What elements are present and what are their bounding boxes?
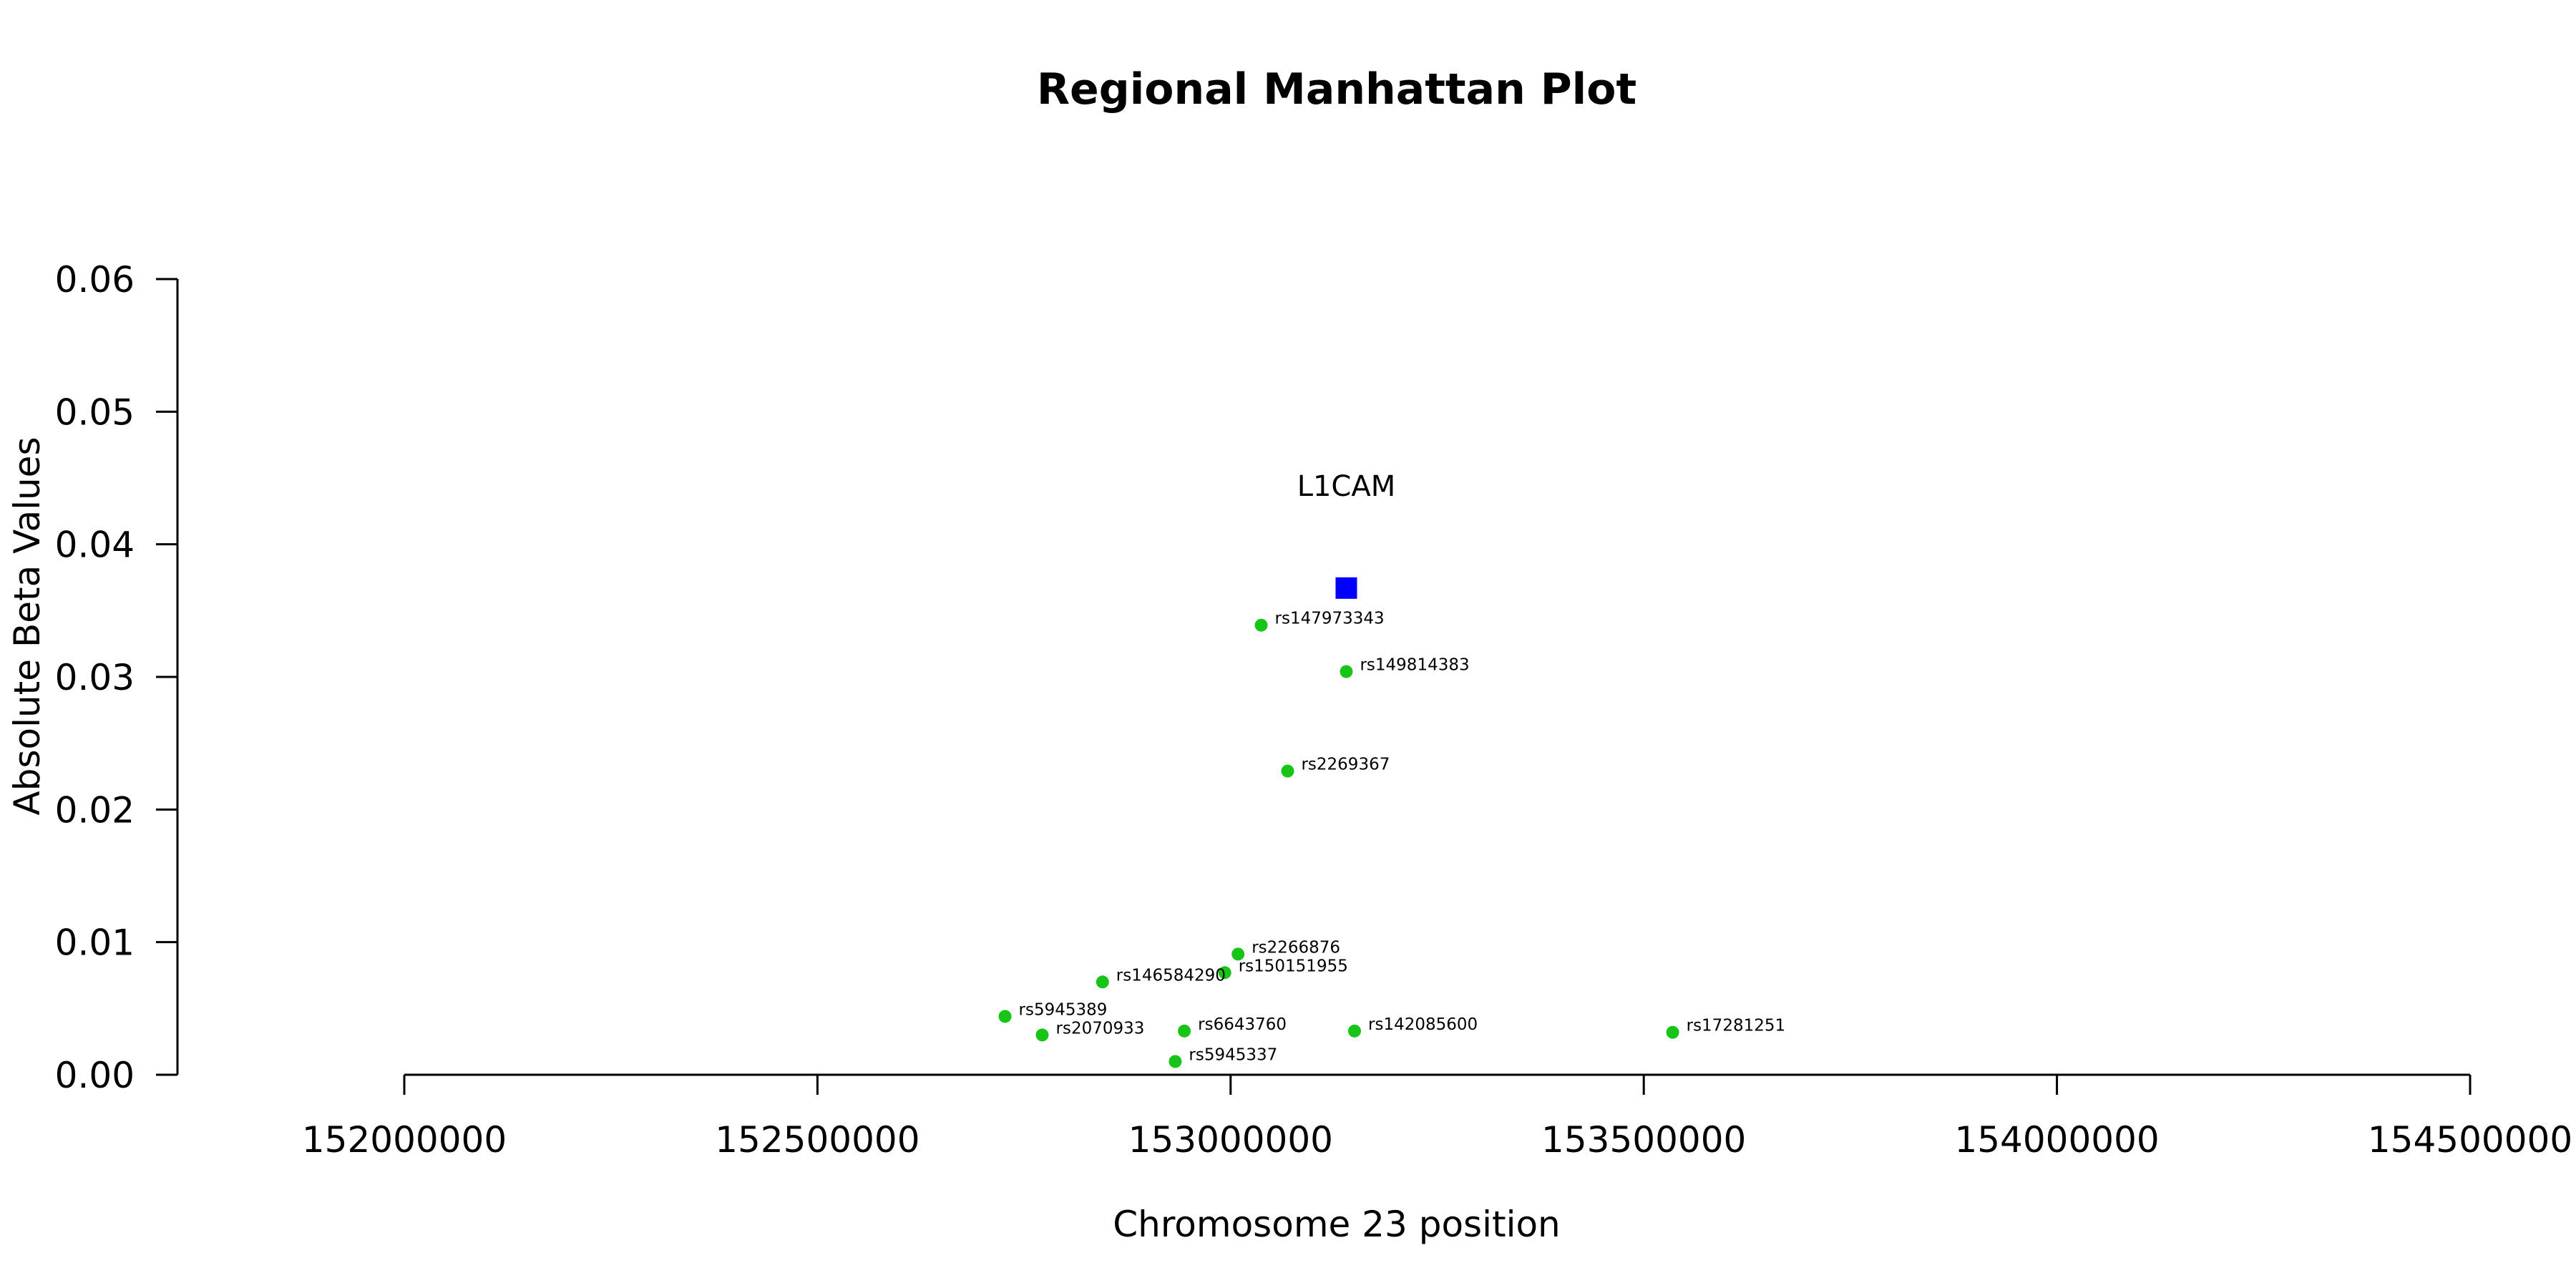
x-tick-label: 153500000 [1541, 1119, 1746, 1161]
x-tick-label: 152500000 [715, 1119, 919, 1161]
snp-point [1096, 975, 1109, 989]
chart-title: Regional Manhattan Plot [1037, 64, 1636, 114]
snp-point [1666, 1025, 1679, 1039]
y-tick-label: 0.00 [55, 1055, 135, 1096]
snp-label: rs149814383 [1360, 656, 1469, 675]
gene-marker-group: L1CAM [1297, 470, 1396, 599]
snp-label: rs142085600 [1368, 1015, 1478, 1034]
x-tick-label: 152000000 [302, 1119, 507, 1161]
y-tick-label: 0.05 [55, 391, 135, 433]
y-tick-label: 0.03 [55, 657, 135, 698]
y-tick-label: 0.06 [55, 259, 135, 301]
x-axis-label: Chromosome 23 position [1113, 1204, 1561, 1245]
gene-marker [1335, 577, 1357, 599]
snp-point [1169, 1055, 1182, 1068]
x-tick-label: 153000000 [1128, 1119, 1333, 1161]
x-tick-label: 154500000 [2368, 1119, 2572, 1161]
snp-point [1340, 665, 1353, 678]
snp-point [1218, 966, 1231, 980]
y-tick-label: 0.02 [55, 789, 135, 831]
snp-label: rs147973343 [1275, 610, 1385, 628]
y-tick-label: 0.01 [55, 922, 135, 964]
x-tick-label: 154000000 [1954, 1119, 2159, 1161]
y-axis: 0.00 0.01 0.02 0.03 0.04 0.05 0.06 [55, 259, 179, 1096]
snp-label: rs5945337 [1189, 1045, 1277, 1064]
snp-point [1231, 947, 1245, 961]
snp-point [998, 1010, 1012, 1023]
y-axis-label: Absolute Beta Values [6, 437, 48, 816]
snp-label: rs2266876 [1252, 938, 1340, 957]
snp-point [1281, 764, 1294, 778]
snp-point [1348, 1024, 1362, 1038]
snp-label: rs146584290 [1116, 966, 1226, 985]
snp-point [1035, 1028, 1049, 1042]
snp-label: rs17281251 [1687, 1017, 1786, 1035]
gene-label: L1CAM [1297, 470, 1396, 503]
x-axis: 152000000 152500000 153000000 153500000 1540… [302, 1073, 2572, 1161]
snp-point [1254, 618, 1268, 632]
snp-label: rs150151955 [1239, 957, 1348, 975]
y-tick-label: 0.04 [55, 525, 135, 566]
snp-label: rs6643760 [1198, 1015, 1287, 1034]
data-points: rs147973343 rs149814383 rs2269367 rs2266876… [998, 610, 1786, 1068]
snp-label: rs2070933 [1056, 1019, 1145, 1038]
snp-point [1178, 1024, 1191, 1038]
snp-label: rs2269367 [1301, 756, 1390, 774]
snp-label: rs5945389 [1019, 1000, 1108, 1019]
